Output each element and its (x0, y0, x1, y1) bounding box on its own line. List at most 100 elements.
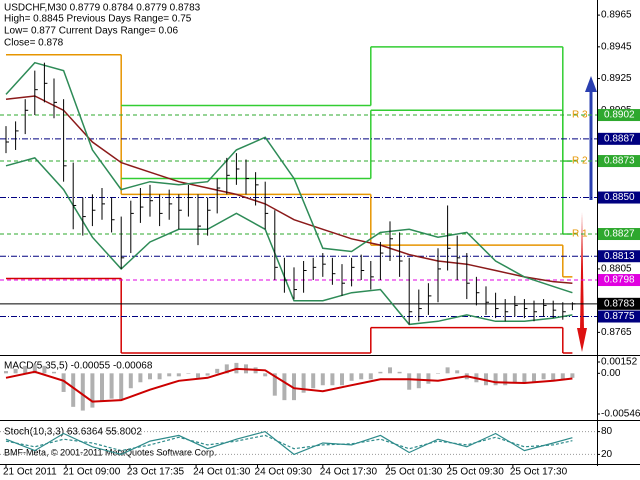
macd-bar (100, 373, 104, 402)
price-label-box (598, 274, 640, 287)
indicator-line (5, 95, 573, 284)
price-label: 0.8813 (604, 251, 635, 262)
macd-bar (292, 373, 296, 401)
price-label: 0.8827 (604, 229, 635, 240)
down-arrow-head (577, 328, 587, 352)
y-tick-label: 0.8965 (601, 10, 632, 21)
price-label-box (598, 109, 640, 122)
macd-bar (522, 373, 527, 383)
macd-bar (388, 367, 392, 374)
macd-bar (407, 373, 412, 390)
price-label-box (598, 250, 640, 263)
macd-bar (224, 364, 229, 374)
macd-bar (71, 373, 76, 407)
macd-bar (311, 373, 316, 389)
level-tag: R 2 (572, 156, 588, 167)
macd-bar (551, 373, 556, 381)
y-tick-label: 0.8945 (601, 41, 632, 52)
macd-bar (32, 364, 37, 374)
macd-bar (128, 373, 133, 389)
x-tick-label: 25 Oct 01:30 (385, 467, 443, 478)
macd-bar (397, 371, 402, 374)
macd-bar (90, 373, 95, 408)
macd-bar (109, 373, 114, 399)
macd-bar (157, 373, 162, 380)
x-tick-label: 25 Oct 09:30 (447, 467, 505, 478)
x-tick-label: 24 Oct 09:30 (255, 467, 313, 478)
indicator-line (5, 157, 573, 326)
price-label-box (598, 228, 640, 241)
price-label-box (598, 310, 640, 323)
macd-bar (301, 373, 306, 393)
macd-bar (215, 368, 220, 374)
indicator-line (5, 61, 573, 294)
y-tick-label: 0.8925 (601, 73, 632, 84)
info-line: Close= 0.878 (4, 38, 64, 49)
macd-bar (349, 373, 354, 381)
symbol-title: USDCHF,M30 0.8779 0.8784 0.8779 0.8783 (4, 3, 201, 14)
price-label: 0.8887 (604, 133, 635, 144)
macd-bar (493, 373, 498, 386)
x-tick-label: 25 Oct 17:30 (510, 467, 568, 478)
macd-bar (340, 373, 344, 386)
x-tick-label: 23 Oct 17:35 (127, 467, 185, 478)
info-line: High= 0.8845 Previous Days Range= 0.75 (4, 14, 192, 25)
stoch-line (5, 434, 573, 452)
macd-bar (512, 373, 517, 383)
macd-bar (186, 373, 191, 374)
panel-title: MACD(5,35,5) -0.00055 -0.00068 (4, 361, 153, 372)
level-tag: R 3 (572, 110, 588, 121)
price-label-box (598, 297, 640, 310)
macd-bar (4, 371, 8, 374)
macd-bar (42, 365, 47, 374)
price-label-box (598, 132, 640, 145)
copyright: BMF-Meta, © 2001-2011 MetaQuotes Softwar… (4, 447, 217, 457)
macd-bar (436, 373, 440, 374)
y-tick-label: -0.00546 (601, 409, 640, 420)
y-tick-label: 0.8765 (601, 327, 632, 338)
x-tick-label: 24 Oct 17:30 (320, 467, 378, 478)
y-tick-label: 0.00152 (601, 357, 638, 368)
macd-bar (272, 373, 277, 396)
y-tick-label: 0.8805 (601, 264, 632, 275)
signal-line (5, 367, 573, 403)
macd-bar (52, 371, 56, 374)
y-tick-label: 0.00 (601, 368, 621, 379)
stoch-line (5, 430, 573, 456)
price-label: 0.8850 (604, 192, 635, 203)
macd-bar (61, 373, 66, 392)
x-tick-label: 24 Oct 01:30 (193, 467, 251, 478)
macd-bar (119, 373, 124, 400)
price-label: 0.8783 (604, 298, 635, 309)
macd-bar (455, 370, 460, 374)
macd-bar (330, 373, 335, 386)
y-tick-label: 80 (601, 426, 613, 437)
x-tick-label: 21 Oct 2011 (3, 467, 57, 478)
macd-bar (148, 373, 152, 380)
macd-bar (368, 373, 373, 380)
macd-bar (167, 373, 172, 377)
macd-bar (378, 371, 383, 374)
macd-bar (282, 373, 287, 401)
macd-bar (541, 373, 546, 380)
macd-bar (138, 373, 143, 383)
macd-bar (263, 373, 268, 377)
up-arrow-head (585, 76, 597, 92)
y-tick-label: 20 (601, 449, 613, 460)
price-label: 0.8873 (604, 156, 635, 167)
macd-bar (532, 373, 536, 383)
macd-bar (560, 373, 565, 380)
price-label-box (598, 155, 640, 168)
price-label: 0.8775 (604, 311, 635, 322)
macd-bar (445, 367, 450, 374)
panel-title: Stoch(10,3,3) 63.6364 55.8002 (4, 427, 142, 438)
level-tag: R 1 (572, 229, 588, 240)
macd-bar (503, 373, 508, 386)
macd-bar (570, 373, 575, 378)
macd-bar (196, 373, 200, 378)
macd-bar (320, 373, 325, 386)
price-label: 0.8798 (604, 275, 635, 286)
price-label-box (598, 191, 640, 204)
macd-bar (426, 373, 431, 384)
